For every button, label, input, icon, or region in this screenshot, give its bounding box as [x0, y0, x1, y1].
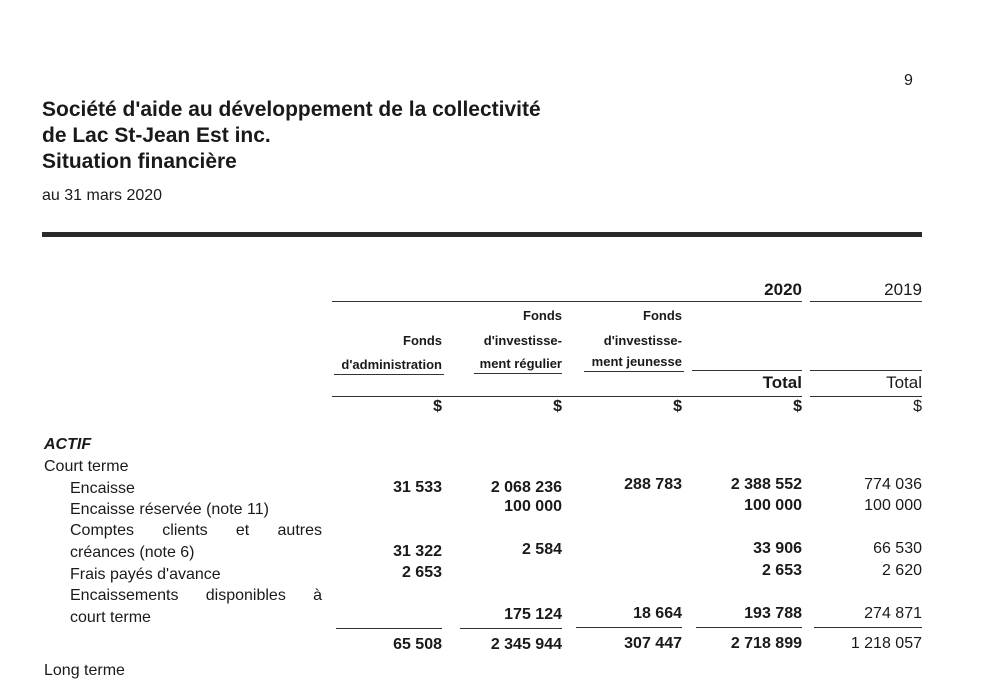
subtotal-c2: 2 345 944 [490, 636, 562, 653]
cell-encaisse-reservee-c2: 100 000 [504, 498, 562, 515]
cell-frais-payes-c5: 2 620 [881, 562, 922, 579]
row-label-encaisse-reservee: Encaisse réservée (note 11) [70, 501, 269, 518]
cell-comptes-clients-c1: 31 322 [393, 543, 442, 560]
row-label-encaissements-a: Encaissements disponibles à [70, 587, 322, 604]
subtotal-rule-c3 [576, 627, 682, 628]
col2-header-line1: Fonds [523, 308, 562, 323]
subtotal-rule-c4 [696, 627, 802, 628]
title-line-1: Société d'aide au développement de la co… [42, 98, 541, 121]
currency-col3: $ [673, 398, 682, 415]
cell-encaisse-c4: 2 388 552 [730, 476, 802, 493]
cell-encaisse-c2: 2 068 236 [490, 479, 562, 496]
cell-encaisse-c5: 774 036 [864, 476, 922, 493]
col3-header-line2: d'investisse- [603, 333, 682, 348]
statement-date: au 31 mars 2020 [42, 187, 163, 204]
year-2019: 2019 [884, 280, 922, 299]
col5-header: Total [886, 373, 922, 392]
currency-col1: $ [433, 398, 442, 415]
subtotal-rule-c5 [814, 627, 922, 628]
row-label-frais-payes: Frais payés d'avance [70, 566, 221, 583]
cell-comptes-clients-c4: 33 906 [753, 540, 802, 557]
header-rule [42, 232, 922, 237]
col5-header-rule [810, 370, 922, 371]
col1-header-line2: d'administration [341, 357, 442, 372]
title-line-2: de Lac St-Jean Est inc. [42, 124, 271, 147]
year-2020: 2020 [764, 280, 802, 299]
currency-col4: $ [793, 398, 802, 415]
currency-rule-top [332, 396, 802, 397]
title-line-3: Situation financière [42, 150, 237, 173]
row-label-encaisse: Encaisse [70, 480, 135, 497]
cell-encaissements-c2: 175 124 [504, 606, 562, 623]
row-label-encaissements-b: court terme [70, 609, 151, 626]
row-label-comptes-clients-a: Comptes clients et autres [70, 522, 322, 539]
year-rule-2020 [332, 301, 802, 302]
cell-encaissements-c5: 274 871 [864, 605, 922, 622]
currency-rule-top-2019 [810, 396, 922, 397]
cell-comptes-clients-c2: 2 584 [521, 541, 562, 558]
col2-header-line2: d'investisse- [483, 333, 562, 348]
subtotal-c4: 2 718 899 [730, 635, 802, 652]
col2-header-rule [474, 373, 562, 374]
page-number: 9 [904, 72, 913, 89]
cell-encaisse-reservee-c5: 100 000 [864, 497, 922, 514]
subtotal-rule-c2 [460, 628, 562, 629]
cell-frais-payes-c4: 2 653 [761, 562, 802, 579]
year-rule-2019 [810, 301, 922, 302]
row-label-comptes-clients-b: créances (note 6) [70, 544, 195, 561]
currency-col2: $ [553, 398, 562, 415]
subtotal-rule-c1 [336, 628, 442, 629]
col3-header-line3: ment jeunesse [591, 354, 682, 369]
col1-header-rule [334, 374, 444, 375]
col4-header: Total [762, 373, 802, 392]
subtotal-c3: 307 447 [624, 635, 682, 652]
cell-encaisse-c3: 288 783 [624, 476, 682, 493]
col2-header-line3: ment régulier [479, 356, 562, 371]
col4-header-rule [692, 370, 802, 371]
subtotal-c1: 65 508 [393, 636, 442, 653]
col1-header-line1: Fonds [403, 333, 442, 348]
cell-frais-payes-c1: 2 653 [401, 564, 442, 581]
cell-encaissements-c4: 193 788 [744, 605, 802, 622]
col3-header-line1: Fonds [643, 308, 682, 323]
cell-comptes-clients-c5: 66 530 [873, 540, 922, 557]
cell-encaisse-c1: 31 533 [393, 479, 442, 496]
col3-header-rule [584, 371, 684, 372]
section-actif: ACTIF [44, 436, 92, 453]
cell-encaissements-c3: 18 664 [633, 605, 682, 622]
section-court-terme: Court terme [44, 458, 129, 475]
section-long-terme: Long terme [44, 662, 125, 679]
cell-encaisse-reservee-c4: 100 000 [744, 497, 802, 514]
subtotal-c5: 1 218 057 [850, 635, 922, 652]
currency-col5: $ [913, 398, 922, 415]
